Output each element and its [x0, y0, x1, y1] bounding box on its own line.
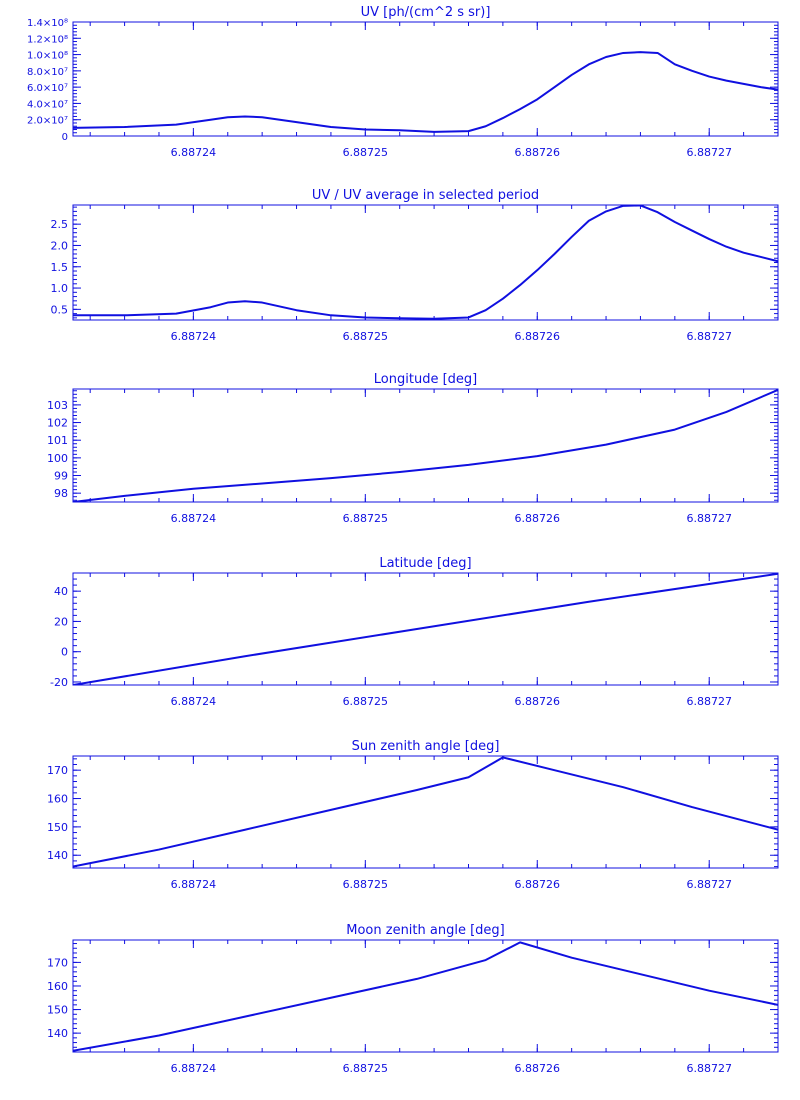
x-tick-label: 6.88725	[343, 146, 389, 159]
chart-panel-6: Moon zenith angle [deg] 6.88724 6.88725 6.8…	[47, 923, 779, 1075]
y-tick-label: 150	[47, 821, 68, 834]
x-tick-label: 6.88725	[343, 878, 389, 891]
chart-panel-3: Longitude [deg] 6.88724 6.88725 6.88726 6.88…	[47, 372, 779, 525]
chart-panel-4: Latitude [deg] 6.88724 6.88725 6.88726 6.887…	[50, 556, 779, 708]
y-tick-label: 1.5	[51, 261, 69, 274]
data-series-line	[73, 573, 778, 685]
plot-frame	[72, 939, 779, 1053]
y-tick-label: 2.0×10⁷	[27, 116, 68, 127]
y-tick-label: -20	[50, 676, 68, 689]
chart-title: Sun zenith angle [deg]	[352, 739, 500, 754]
y-tick-label: 160	[47, 980, 68, 993]
x-tick-label: 6.88727	[686, 330, 732, 343]
x-tick-label: 6.88726	[515, 878, 561, 891]
x-tick-label: 6.88725	[343, 1062, 389, 1075]
x-tick-label: 6.88724	[171, 512, 217, 525]
x-tick-label: 6.88726	[515, 695, 561, 708]
y-tick-label: 1.2×10⁸	[27, 34, 68, 45]
y-tick-label: 102	[47, 417, 68, 430]
plot-frame	[72, 21, 779, 137]
y-tick-label: 20	[54, 615, 68, 628]
x-tick-label: 6.88726	[515, 1062, 561, 1075]
y-tick-label: 160	[47, 793, 68, 806]
y-tick-label: 98	[54, 487, 68, 500]
x-tick-label: 6.88727	[686, 512, 732, 525]
y-tick-label: 140	[47, 1027, 68, 1040]
x-tick-label: 6.88724	[171, 330, 217, 343]
x-tick-label: 6.88724	[171, 878, 217, 891]
y-tick-label: 101	[47, 434, 68, 447]
x-tick-label: 6.88727	[686, 695, 732, 708]
x-tick-label: 6.88726	[515, 330, 561, 343]
x-tick-label: 6.88724	[171, 695, 217, 708]
y-tick-label: 0.5	[51, 303, 69, 316]
x-tick-label: 6.88724	[171, 1062, 217, 1075]
plot-frame	[72, 572, 779, 686]
x-tick-label: 6.88726	[515, 146, 561, 159]
y-tick-label: 1.0×10⁸	[27, 51, 68, 62]
y-tick-label: 150	[47, 1004, 68, 1017]
chart-panel-5: Sun zenith angle [deg] 6.88724 6.88725 6.88…	[47, 739, 779, 891]
y-tick-label: 170	[47, 764, 68, 777]
y-tick-label: 0	[62, 132, 68, 143]
x-tick-label: 6.88727	[686, 878, 732, 891]
chart-panel-2: UV / UV average in selected period 6.8872…	[51, 188, 779, 343]
y-tick-label: 140	[47, 849, 68, 862]
chart-title: Longitude [deg]	[374, 372, 477, 387]
data-series-line	[73, 51, 778, 133]
chart-title: Latitude [deg]	[379, 556, 471, 571]
y-tick-label: 0	[61, 646, 68, 659]
y-tick-label: 6.0×10⁷	[27, 83, 68, 94]
y-tick-label: 1.0	[51, 282, 69, 295]
y-tick-label: 2.0	[51, 239, 69, 252]
y-tick-label: 8.0×10⁷	[27, 67, 68, 78]
plot-frame	[72, 755, 779, 869]
x-tick-label: 6.88726	[515, 512, 561, 525]
data-series-line	[73, 389, 778, 502]
data-series-line	[73, 756, 778, 868]
y-tick-label: 1.4×10⁸	[27, 18, 68, 29]
y-tick-label: 40	[54, 585, 68, 598]
y-tick-label: 170	[47, 956, 68, 969]
x-tick-label: 6.88725	[343, 695, 389, 708]
x-tick-label: 6.88725	[343, 330, 389, 343]
y-tick-label: 2.5	[51, 218, 69, 231]
x-tick-label: 6.88725	[343, 512, 389, 525]
x-tick-label: 6.88727	[686, 1062, 732, 1075]
x-tick-label: 6.88724	[171, 146, 217, 159]
plot-frame	[72, 388, 779, 503]
y-tick-label: 4.0×10⁷	[27, 99, 68, 110]
chart-title: UV [ph/(cm^2 s sr)]	[361, 5, 491, 20]
chart-panel-1: UV [ph/(cm^2 s sr)] 6.88724 6.88725 6.88726…	[27, 5, 779, 159]
data-series-line	[73, 941, 778, 1052]
chart-title: Moon zenith angle [deg]	[346, 923, 504, 938]
y-tick-label: 99	[54, 470, 68, 483]
data-series-line	[73, 205, 778, 320]
plot-frame	[72, 204, 779, 321]
y-tick-label: 100	[47, 452, 68, 465]
y-tick-label: 103	[47, 399, 68, 412]
x-tick-label: 6.88727	[686, 146, 732, 159]
chart-title: UV / UV average in selected period	[312, 188, 539, 203]
